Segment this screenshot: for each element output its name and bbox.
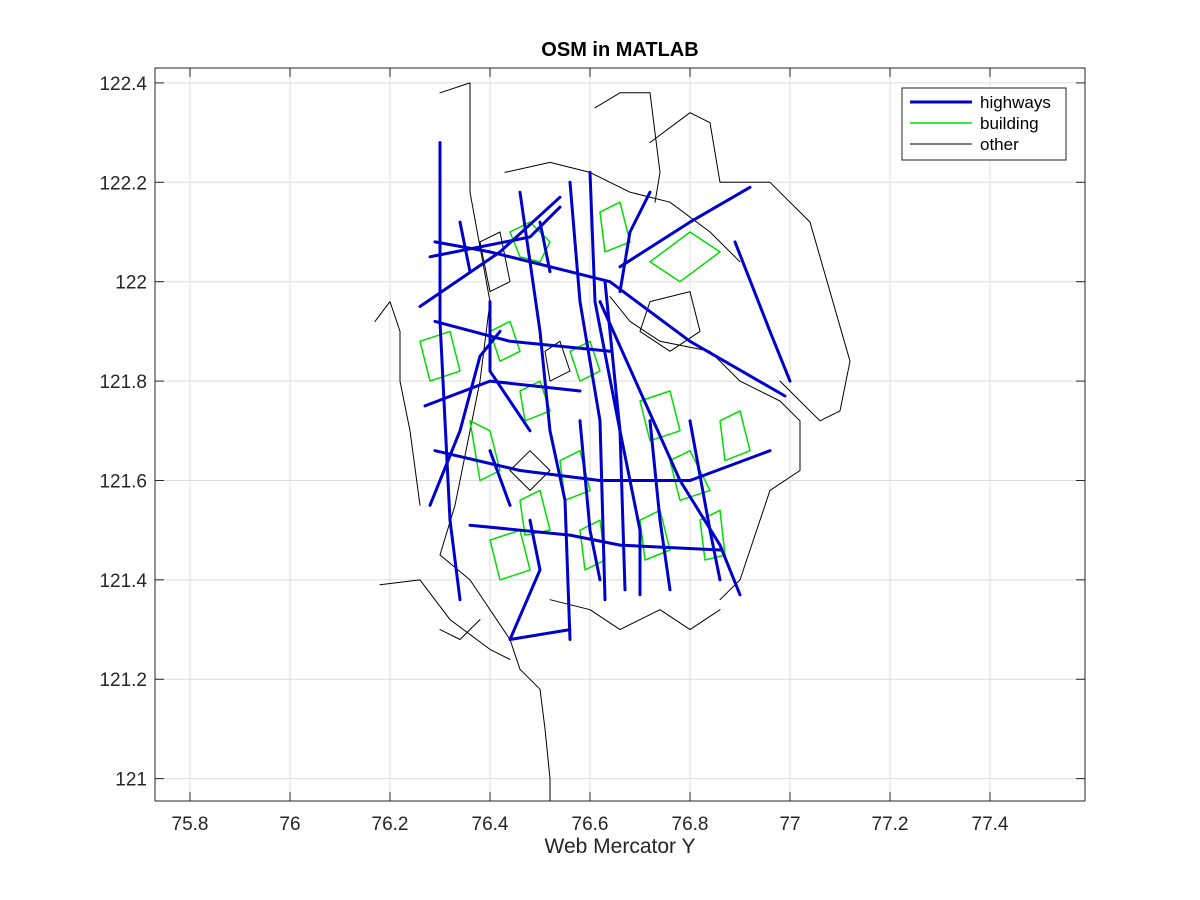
other-line — [619, 609, 721, 631]
other-line — [594, 92, 661, 203]
x-tick-label: 77 — [779, 814, 800, 835]
x-axis-label: Web Mercator Y — [545, 835, 696, 858]
x-tick-label: 76.4 — [472, 814, 509, 835]
y-tick-label: 121.2 — [99, 670, 147, 691]
x-tick-label: 76.8 — [672, 814, 709, 835]
highways-line — [618, 185, 752, 269]
chart-title: OSM in MATLAB — [541, 39, 698, 61]
highways-line — [433, 319, 612, 353]
highways-line — [578, 419, 602, 582]
other-line — [479, 231, 511, 293]
highways-line — [418, 195, 562, 308]
building-line — [719, 410, 751, 462]
y-tick-label: 121.6 — [99, 471, 147, 492]
building-line — [489, 529, 531, 581]
highways-line — [688, 419, 722, 582]
other-line — [649, 112, 851, 422]
other-line — [374, 301, 421, 506]
axis-ticks: 75.8 76 76.2 76.4 76.6 76.8 77 77.2 77.4 121 121.2… — [99, 68, 1085, 835]
legend-box — [901, 87, 1067, 161]
highways-line — [488, 449, 512, 507]
highways-line — [428, 205, 562, 259]
highways-line — [568, 180, 607, 602]
highways-line — [433, 240, 787, 398]
highways-line — [458, 220, 472, 274]
building-line — [649, 231, 721, 283]
highways-line — [433, 449, 772, 482]
y-tick-label: 122 — [115, 273, 147, 294]
highways-line — [518, 190, 572, 641]
building-line — [599, 201, 631, 253]
other-line — [379, 579, 511, 660]
other-line — [439, 619, 481, 640]
highways-line — [468, 523, 722, 552]
y-tick-label: 122.2 — [99, 173, 147, 194]
building-line — [569, 340, 601, 382]
legend-label-building: building — [980, 114, 1039, 133]
highways-line — [423, 379, 582, 408]
highways-line — [588, 170, 627, 592]
highways-line — [438, 141, 462, 602]
map-plot-area — [374, 82, 851, 801]
building-line — [669, 449, 711, 502]
building-line — [489, 320, 521, 362]
x-tick-label: 76.6 — [572, 814, 609, 835]
highways-line — [508, 518, 572, 641]
x-tick-label: 76 — [279, 814, 300, 835]
x-tick-label: 76.2 — [372, 814, 409, 835]
axes-box — [154, 67, 1086, 802]
building-line — [639, 390, 681, 442]
y-tick-label: 121.8 — [99, 372, 147, 393]
legend: highways building other — [901, 87, 1067, 161]
x-tick-label: 77.2 — [872, 814, 909, 835]
highways-line — [648, 419, 672, 592]
building-line — [519, 489, 551, 536]
y-tick-label: 121 — [115, 770, 147, 791]
other-line — [509, 450, 551, 491]
legend-label-other: other — [980, 135, 1019, 154]
other-line — [549, 599, 621, 631]
x-tick-label: 75.8 — [172, 814, 209, 835]
x-tick-label: 77.4 — [972, 814, 1009, 835]
series-highways — [418, 141, 792, 641]
other-line — [639, 291, 701, 352]
highways-line — [488, 300, 532, 433]
other-line — [504, 161, 741, 263]
y-tick-label: 122.4 — [99, 74, 147, 95]
y-tick-label: 121.4 — [99, 571, 147, 592]
legend-label-highways: highways — [980, 93, 1051, 112]
highways-line — [538, 220, 552, 274]
other-line — [609, 296, 801, 601]
highways-line — [733, 240, 792, 383]
highways-line — [618, 190, 652, 294]
